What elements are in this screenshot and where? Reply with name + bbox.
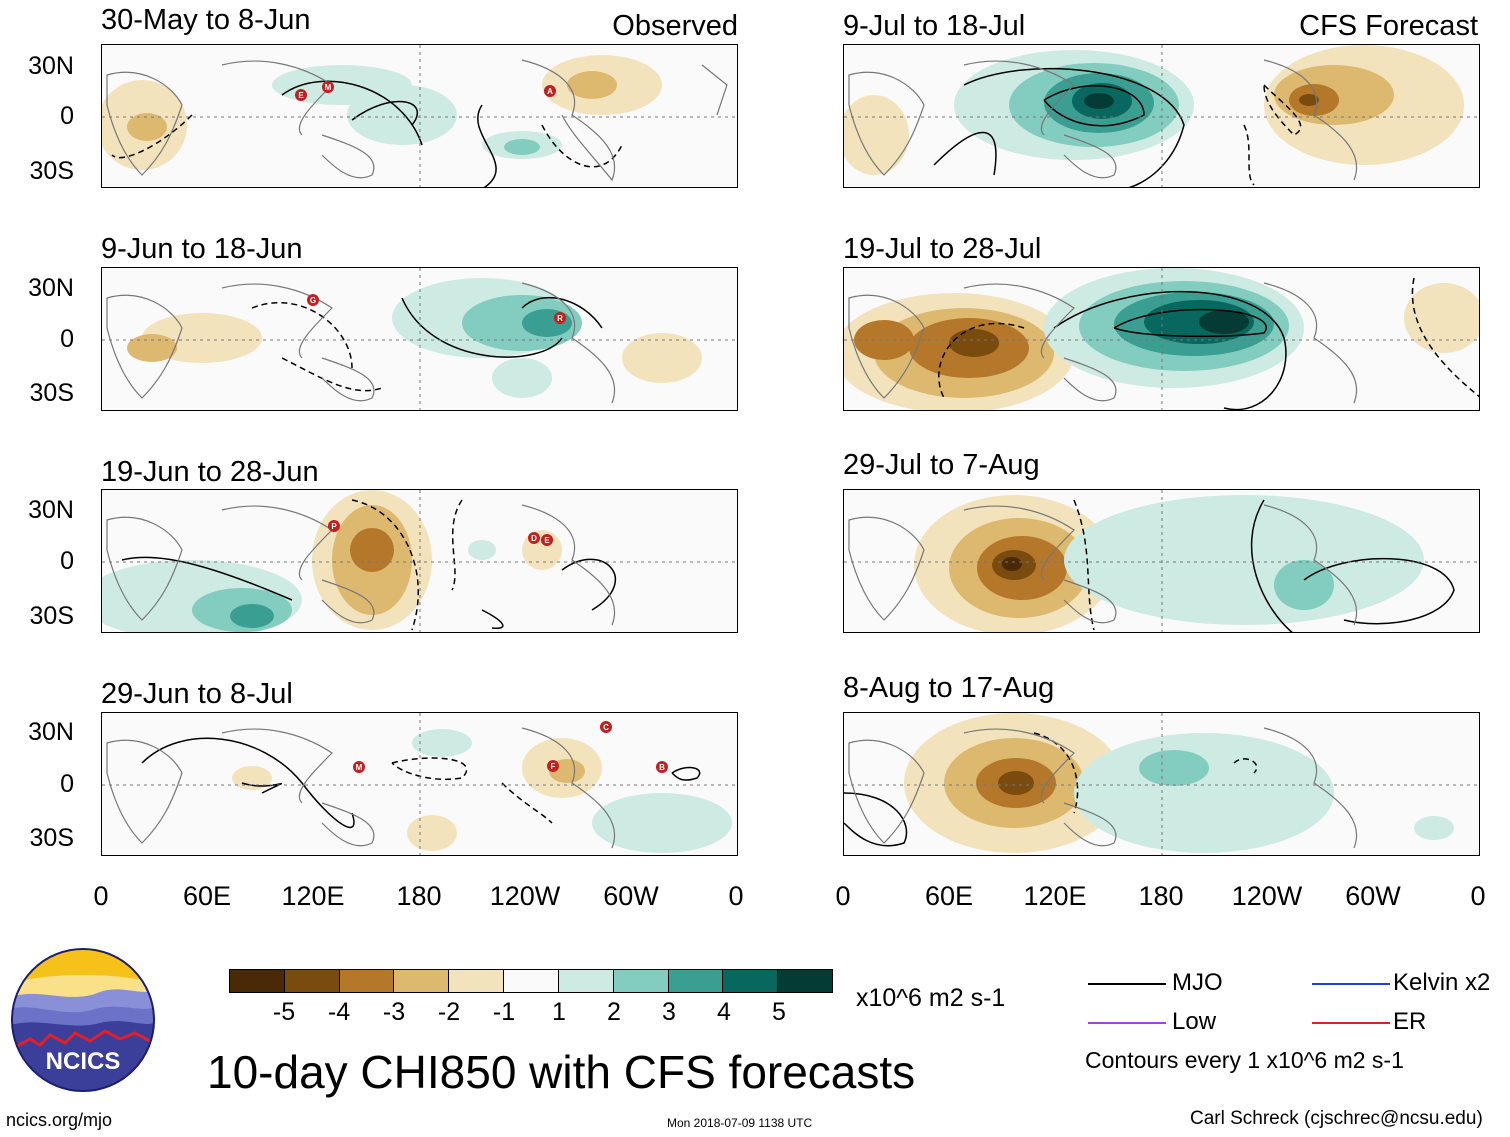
lat-30s: 30S [29, 157, 74, 185]
colorbar-units: x10^6 m2 s-1 [856, 984, 1006, 1012]
colorbar-swatch [668, 970, 724, 992]
forecast-label: CFS Forecast [1299, 10, 1478, 42]
map-panel-obs-2: G R [101, 267, 738, 411]
colorbar-swatch [449, 970, 505, 992]
map-panel-fcst-3 [843, 489, 1480, 633]
lon-label: 120W [489, 881, 561, 911]
lon-label: 60W [1345, 881, 1401, 911]
lon-label: 60E [182, 881, 232, 911]
panel-title-obs-4: 29-Jun to 8-Jul [101, 678, 293, 710]
main-title: 10-day CHI850 with CFS forecasts [207, 1046, 916, 1098]
colorbar-swatch [723, 970, 779, 992]
lon-label: 120E [281, 881, 345, 911]
map-panel-fcst-1 [843, 44, 1480, 188]
footer-author: Carl Schreck (cjschrec@ncsu.edu) [1190, 1108, 1483, 1129]
colorbar-swatch [613, 970, 669, 992]
lon-label: 0 [93, 881, 109, 911]
panel-title-obs-1: 30-May to 8-Jun [101, 4, 311, 36]
panel-title-fcst-2: 19-Jul to 28-Jul [843, 233, 1042, 265]
storm-label: M [325, 83, 332, 92]
lat-30n: 30N [28, 52, 74, 80]
legend-low-line [1088, 1022, 1166, 1024]
colorbar-tick: 2 [607, 998, 621, 1026]
legend-mjo-line [1088, 983, 1166, 985]
storm-label: F [551, 762, 556, 771]
lat-30s: 30S [29, 602, 74, 630]
colorbar-swatch [504, 970, 559, 992]
panel-title-fcst-1: 9-Jul to 18-Jul [843, 10, 1026, 42]
lat-0: 0 [60, 770, 74, 798]
panel-title-obs-2: 9-Jun to 18-Jun [101, 233, 303, 265]
footer-url[interactable]: ncics.org/mjo [6, 1110, 113, 1130]
lat-0: 0 [60, 102, 74, 130]
lat-0: 0 [60, 547, 74, 575]
colorbar-swatch [339, 970, 395, 992]
lat-30n: 30N [28, 274, 74, 302]
colorbar-tick: 3 [662, 998, 676, 1026]
contour-note: Contours every 1 x10^6 m2 s-1 [1085, 1047, 1404, 1073]
colorbar-tick: -3 [382, 998, 406, 1026]
lon-label: 0 [1470, 881, 1486, 911]
colorbar-swatch [284, 970, 340, 992]
logo-text: NCICS [46, 1048, 121, 1075]
panel-title-fcst-4: 8-Aug to 17-Aug [843, 672, 1055, 704]
storm-label: C [603, 723, 609, 732]
lat-30n: 30N [28, 718, 74, 746]
colorbar-swatch [778, 970, 832, 992]
map-panel-fcst-4 [843, 712, 1480, 856]
map-panel-fcst-2 [843, 267, 1480, 411]
map-panel-obs-3: P D E [101, 489, 738, 633]
lon-label: 180 [396, 881, 442, 911]
colorbar-tick: -1 [492, 998, 516, 1026]
colorbar-tick: 1 [552, 998, 566, 1026]
storm-label: M [356, 763, 363, 772]
lat-30n: 30N [28, 496, 74, 524]
lat-0: 0 [60, 325, 74, 353]
legend-mjo-label: MJO [1172, 969, 1223, 996]
storm-label: A [547, 87, 553, 96]
legend-er-line [1312, 1022, 1390, 1024]
colorbar-tick: -5 [272, 998, 296, 1026]
storm-label: E [544, 536, 550, 545]
lon-label: 120E [1023, 881, 1087, 911]
lon-label: 180 [1138, 881, 1184, 911]
lon-label: 0 [728, 881, 744, 911]
colorbar-swatch [394, 970, 450, 992]
storm-label: B [659, 763, 665, 772]
colorbar-tick: 5 [772, 998, 786, 1026]
lat-30s: 30S [29, 379, 74, 407]
lat-30s: 30S [29, 824, 74, 852]
lon-label: 60E [924, 881, 974, 911]
footer-timestamp: Mon 2018-07-09 1138 UTC [667, 1116, 813, 1130]
storm-label: G [310, 296, 316, 305]
colorbar-swatch [230, 970, 285, 992]
storm-markers [295, 81, 556, 101]
storm-label: R [557, 314, 563, 323]
map-panel-obs-1: E M A [101, 44, 738, 188]
legend-kelvin-line [1312, 983, 1390, 985]
colorbar-tick: -2 [437, 998, 461, 1026]
legend-er-label: ER [1393, 1008, 1427, 1035]
lon-label: 60W [603, 881, 659, 911]
panel-title-obs-3: 19-Jun to 28-Jun [101, 456, 319, 488]
panel-title-fcst-3: 29-Jul to 7-Aug [843, 449, 1040, 481]
colorbar-tick: 4 [717, 998, 731, 1026]
storm-label: E [298, 91, 304, 100]
lon-label: 120W [1231, 881, 1303, 911]
legend-low-label: Low [1172, 1008, 1217, 1035]
lon-label: 0 [835, 881, 851, 911]
colorbar [229, 969, 833, 993]
storm-label: P [331, 522, 337, 531]
colorbar-swatch [558, 970, 614, 992]
observed-label: Observed [612, 10, 738, 42]
ncics-logo: NCICS [10, 947, 156, 1093]
storm-label: D [531, 534, 537, 543]
legend-kelvin-label: Kelvin x2 [1393, 969, 1491, 996]
colorbar-tick: -4 [327, 998, 351, 1026]
map-panel-obs-4: M F C B [101, 712, 738, 856]
